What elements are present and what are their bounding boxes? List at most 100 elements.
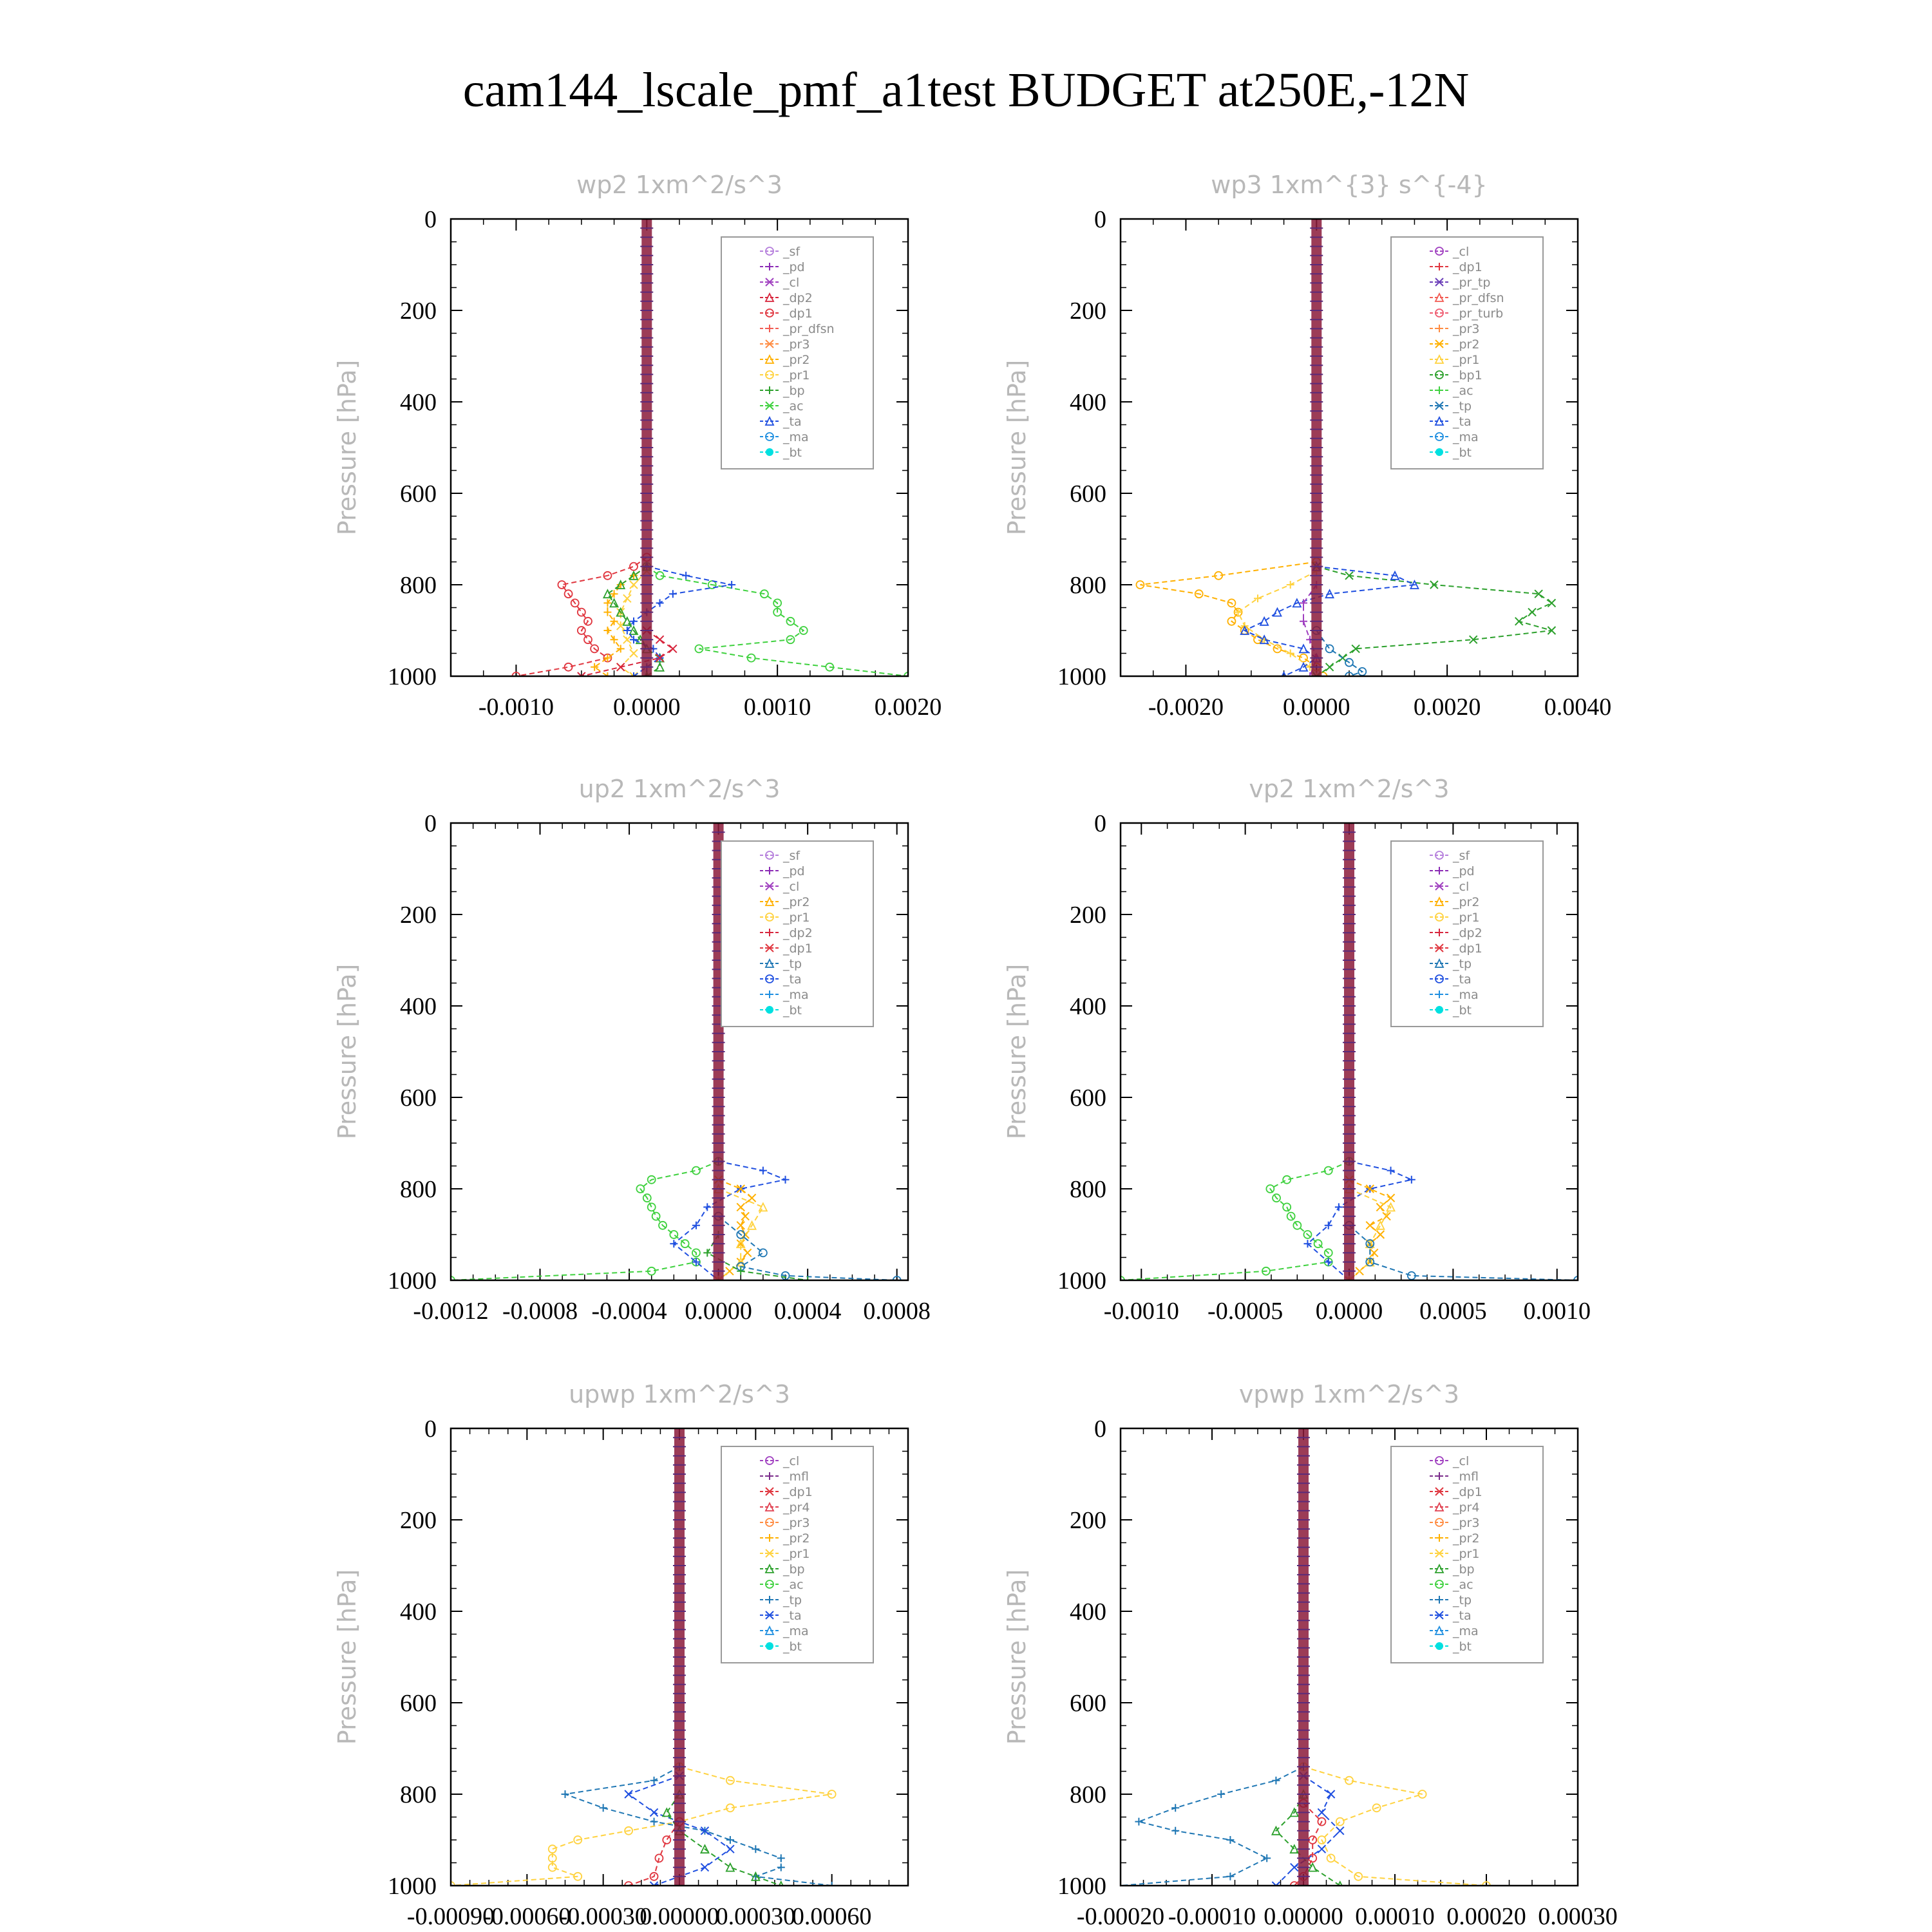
y-tick-label: 800 [1070,1781,1106,1808]
series-line [672,1160,788,1280]
series-point [1325,644,1334,654]
series-line [1274,1794,1341,1886]
series-line [451,1160,719,1280]
series-point [577,672,586,676]
series-point [1300,617,1307,625]
series-point [649,1808,659,1817]
series-point [603,571,612,580]
legend-label: _pr2 [782,895,810,909]
legend-marker [764,1563,775,1573]
series-point [583,616,592,626]
chart-title: wp3 1xm^{3} s^{-4} [1211,171,1487,199]
legend-marker [1435,943,1444,952]
legend-box [1390,840,1544,1027]
legend-marker [1434,1563,1444,1573]
legend-marker [1435,448,1443,456]
legend-label: _tp [1452,1593,1472,1607]
series-tp [1121,1763,1307,1886]
series-point [1417,1790,1427,1799]
series-point [1289,1844,1300,1854]
series-point [590,644,600,654]
x-tick-label: -0.0005 [1208,1298,1283,1325]
series-point [603,654,612,662]
legend: _cl_mfl_dp1_pr4_pr3_pr2_pr1_bp_ac_tp_ta_… [721,1446,874,1663]
series-point [583,635,592,645]
legend-label: _pr3 [782,1516,810,1530]
legend-label: _dp2 [1452,926,1482,940]
series-point [1254,594,1262,603]
legend-label: _ta [782,972,802,987]
series-point [692,1258,700,1266]
legend-marker [1435,1580,1444,1589]
legend-box [1390,1446,1544,1663]
legend-label: _pr2 [1452,337,1479,352]
series-ta [670,1157,790,1280]
plot-frame [450,822,909,1282]
legend-marker [1435,370,1444,379]
series-point [1290,1862,1299,1872]
series-point [591,663,599,671]
series-point [1325,663,1334,672]
legend-marker [1435,1006,1443,1014]
legend-label: _pr_dfsn [782,322,835,336]
series-point [511,672,521,676]
series-point [1534,589,1543,598]
y-axis-label: Pressure [hPa] [1003,1569,1031,1745]
series-line [1140,561,1324,676]
legend-marker [765,974,774,983]
legend-marker [1435,1518,1444,1527]
series-point [1482,1881,1491,1886]
x-tick-label: 0.0000 [613,694,681,721]
series-bt [640,219,654,676]
series-line [1303,1766,1487,1886]
y-tick-label: 1000 [388,1267,437,1294]
legend-label: _ta [1452,972,1472,987]
x-tick-label: -0.0010 [1104,1298,1179,1325]
legend-label: _tp [1452,957,1472,971]
legend-marker [765,308,774,317]
series-point [1547,598,1557,608]
series-point [658,1220,667,1230]
legend-marker [1435,867,1443,875]
legend-marker [764,415,775,426]
page-title: cam144_lscale_pmf_a1test BUDGET at250E,-… [463,63,1470,117]
legend-label: _ac [782,399,804,413]
legend-label: _pr2 [1452,895,1479,909]
legend-marker [766,263,773,270]
legend-label: _pr_tp [1452,276,1490,290]
plot-area [1135,219,1557,676]
legend-label: _bt [782,446,802,460]
legend-marker [1435,1596,1443,1604]
legend-label: _pr_turb [1452,307,1503,321]
legend-label: _sf [782,245,800,259]
series-point [1135,580,1145,589]
series-dp1 [511,553,652,676]
y-tick-label: 1000 [388,663,437,690]
series-point [656,599,664,607]
series-line [581,630,674,676]
series-line [565,1766,832,1886]
series-point [602,589,612,599]
legend-label: _bt [1452,1640,1472,1654]
series-point [616,663,625,672]
legend-label: _ma [782,430,809,444]
series-point [1326,1853,1336,1863]
legend-marker [766,990,773,998]
legend-marker [765,882,774,891]
series-point [1286,649,1294,658]
legend: _cl_mfl_dp1_pr4_pr3_pr2_pr1_bp_ac_tp_ta_… [1390,1446,1544,1663]
series-point [1307,1862,1318,1872]
legend-marker [766,1596,773,1604]
series-point [1469,635,1478,644]
series-point [827,1790,837,1799]
x-tick-label: -0.00020 [1077,1903,1164,1930]
y-tick-label: 600 [400,1084,437,1112]
series-point [622,616,632,626]
y-tick-label: 200 [1070,1507,1106,1534]
legend-label: _cl [782,1454,799,1468]
series-point [1234,608,1242,616]
series-point [1376,1202,1385,1212]
legend-marker [766,1642,773,1650]
legend-label: _dp1 [782,1485,813,1499]
plot-area [451,823,902,1280]
